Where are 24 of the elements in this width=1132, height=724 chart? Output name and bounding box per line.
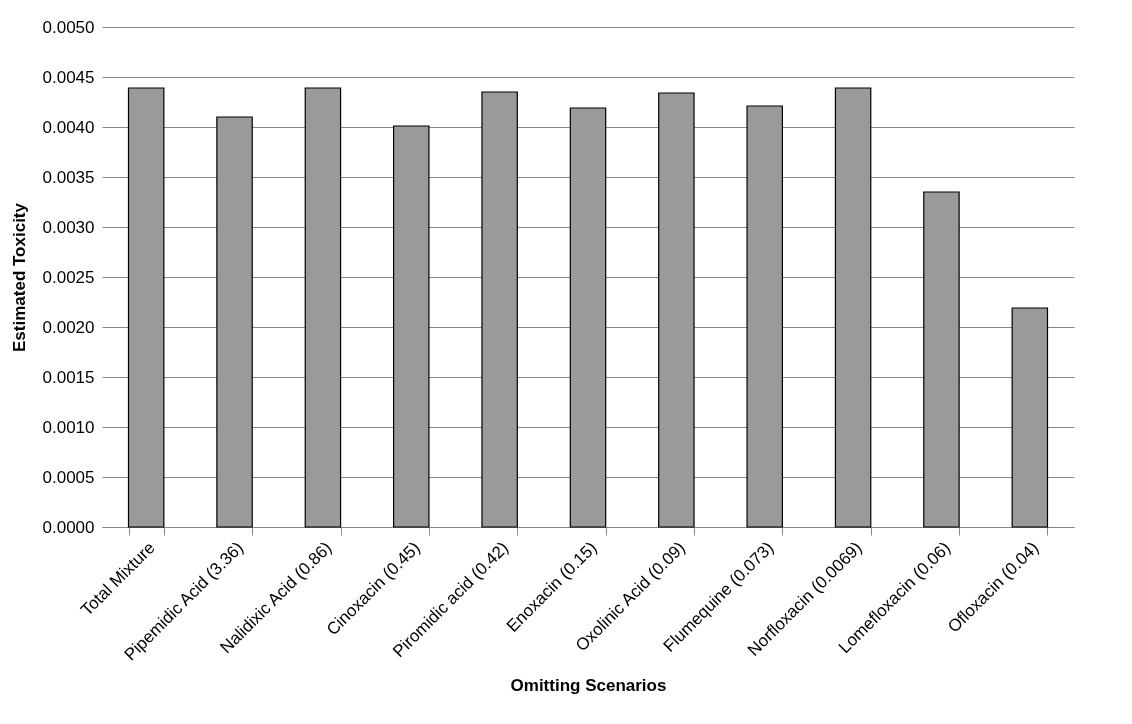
y-axis-title: Estimated Toxicity xyxy=(9,202,29,352)
y-tick-label: 0.0000 xyxy=(42,517,95,537)
y-tick-label: 0.0040 xyxy=(42,117,95,137)
y-tick-label: 0.0050 xyxy=(42,17,95,37)
bar xyxy=(1011,307,1049,528)
bar xyxy=(127,87,165,528)
y-tick-label: 0.0005 xyxy=(42,467,95,487)
y-tick-label: 0.0015 xyxy=(42,367,95,387)
bar xyxy=(834,87,872,528)
y-tick-label: 0.0010 xyxy=(42,417,95,437)
bar xyxy=(569,107,607,528)
y-tick-label: 0.0025 xyxy=(42,267,95,287)
bar xyxy=(304,87,342,528)
y-tick-label: 0.0030 xyxy=(42,217,95,237)
bar xyxy=(393,125,430,528)
y-tick-label: 0.0035 xyxy=(42,167,95,187)
bar xyxy=(216,116,253,528)
bar xyxy=(746,105,783,528)
x-axis-title: Omitting Scenarios xyxy=(510,676,667,696)
y-tick-label: 0.0020 xyxy=(42,317,95,337)
bar xyxy=(481,91,518,528)
bar xyxy=(923,191,960,528)
bar xyxy=(658,92,695,528)
y-tick-label: 0.0045 xyxy=(42,67,95,87)
